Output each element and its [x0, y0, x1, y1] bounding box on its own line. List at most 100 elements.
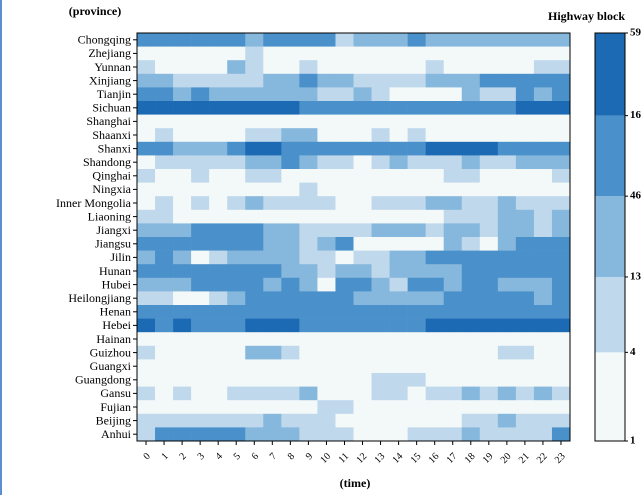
- heatmap-cell: [209, 291, 228, 306]
- heatmap-cell: [353, 373, 372, 387]
- heatmap-cell: [281, 60, 300, 75]
- x-tick-label: 13: [372, 451, 387, 466]
- heatmap-cell: [137, 114, 156, 129]
- heatmap-cell: [263, 386, 282, 401]
- heatmap-cell: [425, 427, 445, 442]
- heatmap-cell: [317, 345, 336, 360]
- heatmap-cell: [479, 386, 499, 401]
- heatmap-cell: [497, 345, 517, 360]
- heatmap-cell: [173, 400, 192, 415]
- heatmap-cell: [245, 209, 264, 224]
- heatmap-cell: [443, 237, 463, 251]
- heatmap-cell: [263, 87, 282, 102]
- heatmap-cell: [173, 427, 192, 442]
- heatmap-cell: [389, 141, 408, 156]
- heatmap-cell: [551, 114, 571, 129]
- heatmap-cell: [371, 345, 390, 360]
- heatmap-cell: [353, 209, 372, 224]
- heatmap-cell: [425, 332, 445, 347]
- heatmap-cell: [263, 60, 282, 75]
- heatmap-cell: [137, 169, 156, 183]
- x-tick-label: 6: [250, 451, 261, 462]
- heatmap-cell: [227, 373, 246, 387]
- heatmap-cell: [281, 101, 300, 115]
- heatmap-cell: [479, 400, 499, 415]
- heatmap-cell: [335, 359, 354, 374]
- heatmap-cell: [353, 155, 372, 170]
- heatmap-cell: [281, 359, 300, 374]
- heatmap-cell: [245, 114, 264, 129]
- heatmap-cell: [263, 413, 282, 428]
- heatmap-cell: [137, 400, 156, 415]
- heatmap-cell: [551, 332, 571, 347]
- heatmap-cell: [281, 400, 300, 415]
- heatmap-cell: [317, 373, 336, 387]
- heatmap-cell: [371, 386, 390, 401]
- heatmap-cell: [281, 169, 300, 183]
- heatmap-cell: [245, 169, 264, 183]
- heatmap-cell: [281, 73, 300, 88]
- heatmap-cell: [299, 182, 318, 197]
- heatmap-cell: [425, 101, 445, 115]
- heatmap-cell: [461, 386, 481, 401]
- heatmap-cell: [353, 400, 372, 415]
- heatmap-cell: [461, 345, 481, 360]
- heatmap-cell: [533, 277, 553, 292]
- heatmap-cell: [191, 250, 210, 265]
- heatmap-cell: [227, 196, 246, 211]
- heatmap-cell: [461, 182, 481, 197]
- heatmap-cell: [191, 196, 210, 211]
- heatmap-cell: [479, 155, 499, 170]
- heatmap-cell: [389, 73, 408, 88]
- heatmap-cell: [389, 196, 408, 211]
- heatmap-cell: [173, 386, 192, 401]
- heatmap-cell: [173, 264, 192, 279]
- heatmap-cell: [425, 413, 445, 428]
- heatmap-cell: [317, 264, 336, 279]
- heatmap-cell: [461, 33, 481, 47]
- heatmap-cell: [533, 237, 553, 251]
- heatmap-cell: [317, 386, 336, 401]
- heatmap-cell: [263, 318, 282, 333]
- x-axis-title: (time): [340, 476, 371, 490]
- heatmap-cell: [317, 318, 336, 333]
- heatmap-cell: [245, 345, 264, 360]
- heatmap-cell: [335, 413, 354, 428]
- heatmap-cell: [209, 169, 228, 183]
- heatmap-cell: [263, 291, 282, 306]
- heatmap-cell: [515, 73, 535, 88]
- x-tick-label: 22: [535, 451, 550, 466]
- heatmap-cell: [371, 373, 390, 387]
- heatmap-cell: [335, 277, 354, 292]
- y-tick-label: Sichuan: [92, 101, 131, 115]
- x-tick-label: 7: [268, 451, 279, 462]
- heatmap-cell: [353, 318, 372, 333]
- heatmap-cell: [407, 264, 426, 279]
- heatmap-cell: [245, 33, 264, 47]
- heatmap-cell: [335, 141, 354, 156]
- heatmap-cell: [479, 60, 499, 75]
- heatmap-cell: [371, 101, 390, 115]
- heatmap-cell: [551, 223, 571, 238]
- heatmap-cell: [407, 345, 426, 360]
- x-tick-label: 11: [337, 451, 352, 466]
- heatmap-cell: [407, 359, 426, 374]
- x-tick-label: 4: [214, 451, 225, 462]
- colorbar-tick-label: 16: [630, 109, 642, 121]
- heatmap-cell: [227, 128, 246, 143]
- heatmap-cell: [551, 373, 571, 387]
- heatmap-cell: [407, 114, 426, 129]
- heatmap-cell: [335, 400, 354, 415]
- heatmap-cell: [551, 386, 571, 401]
- heatmap-cell: [299, 250, 318, 265]
- heatmap-cell: [155, 196, 174, 211]
- heatmap-cell: [443, 128, 463, 143]
- heatmap-cell: [389, 33, 408, 47]
- heatmap-cell: [281, 87, 300, 102]
- heatmap-cell: [371, 400, 390, 415]
- heatmap-cell: [371, 427, 390, 442]
- heatmap-cell: [281, 427, 300, 442]
- heatmap-cell: [137, 291, 156, 306]
- heatmap-cell: [479, 182, 499, 197]
- heatmap-cell: [479, 332, 499, 347]
